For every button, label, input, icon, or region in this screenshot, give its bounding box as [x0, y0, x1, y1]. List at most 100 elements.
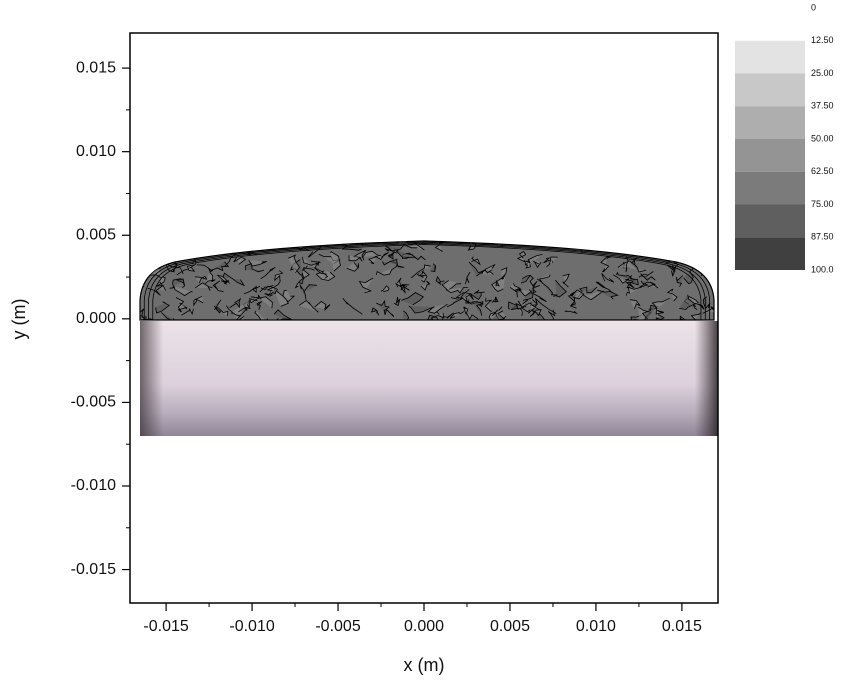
contour-line: [212, 280, 224, 293]
contour-line: [342, 298, 363, 315]
contour-line: [299, 284, 307, 300]
contour-line: [146, 242, 153, 254]
contour-line: [600, 256, 610, 273]
contour-line: [629, 299, 641, 310]
x-tick-label: 0.010: [576, 618, 616, 635]
contour-line: [516, 250, 527, 263]
contour-line: [175, 278, 186, 288]
contour-line: [368, 256, 377, 265]
contour-line: [433, 311, 454, 319]
x-tick-label: 0.015: [662, 618, 702, 635]
contour-line: [682, 256, 713, 264]
contour-line: [441, 280, 462, 291]
contour-line: [156, 276, 166, 287]
contour-line: [554, 279, 567, 298]
contour-line: [465, 297, 474, 305]
photo-edge: [140, 321, 718, 436]
contour-line: [577, 225, 586, 240]
contour-line: [254, 310, 267, 320]
contour-line: [210, 261, 230, 272]
contour-line: [678, 315, 689, 320]
contour-line: [382, 231, 408, 240]
contour-line: [690, 312, 701, 320]
contour-line: [370, 307, 380, 316]
contour-line: [446, 289, 470, 308]
plot-image: [139, 225, 718, 436]
contour-line: [445, 287, 469, 294]
contour-line: [495, 279, 500, 287]
contour-line: [705, 241, 714, 248]
colorbar-band: [735, 237, 805, 270]
contour-line: [346, 261, 360, 272]
contour-line: [465, 271, 471, 285]
contour-line: [537, 274, 551, 284]
contour-line: [376, 265, 398, 276]
contour-line: [435, 275, 445, 285]
contour-line: [410, 264, 431, 279]
contour-line: [310, 260, 322, 266]
contour-line: [193, 295, 204, 307]
contour-line: [405, 253, 426, 261]
contour-line: [532, 260, 542, 268]
colorbar-label: 100.0: [811, 264, 834, 274]
contour-line: [671, 267, 676, 277]
colorbar-label: 75.00: [811, 199, 834, 209]
y-axis-label: y (m): [9, 299, 29, 340]
contour-line: [468, 261, 487, 277]
contour-line: [625, 286, 643, 296]
contour-line: [287, 254, 300, 274]
contour-line: [601, 273, 615, 283]
contour-line: [541, 282, 558, 297]
contour-line: [302, 256, 318, 269]
contour-line: [152, 241, 167, 246]
contour-line: [163, 246, 175, 258]
contour-line: [298, 271, 305, 285]
contour-line: [421, 241, 452, 243]
contour-line: [430, 263, 437, 272]
contour-line: [606, 241, 620, 243]
contour-line: [393, 248, 416, 258]
contour-line: [313, 266, 329, 279]
colorbar-label: 87.50: [811, 232, 834, 242]
contour-line: [617, 241, 632, 254]
contour-line: [395, 277, 402, 288]
contour-line: [509, 283, 522, 293]
contour-line: [617, 260, 647, 273]
contour-line: [455, 292, 472, 304]
y-tick-label: -0.005: [71, 394, 116, 411]
contour-line: [258, 294, 273, 309]
contour-line: [562, 273, 570, 288]
contour-line: [639, 280, 651, 288]
contour-line: [269, 285, 278, 295]
contour-line: [473, 289, 485, 295]
contour-line: [548, 309, 556, 320]
contour-line: [625, 278, 635, 289]
contour-line: [254, 241, 268, 245]
contour-line: [381, 258, 398, 266]
contour-line: [181, 308, 194, 316]
contour-line: [256, 301, 262, 311]
contour-line: [245, 263, 265, 273]
contour-line: [491, 296, 499, 303]
contour-line: [517, 288, 532, 297]
contour-line: [463, 306, 469, 316]
contour-line: [358, 277, 374, 294]
contour-line: [348, 255, 363, 262]
contour-line: [376, 299, 390, 312]
colorbar-band: [735, 171, 805, 205]
contour-line: [194, 275, 208, 284]
contour-line: [678, 248, 690, 259]
colorbar-label: 0: [811, 2, 816, 12]
colorbar-label: 37.50: [811, 101, 834, 111]
contour-line: [545, 241, 561, 247]
contour-line: [173, 285, 193, 297]
contour-line: [612, 274, 633, 284]
contour-line: [640, 273, 656, 281]
colorbar-label: 25.00: [811, 68, 834, 78]
contour-line: [213, 299, 222, 314]
contour-line: [532, 297, 557, 315]
contour-line: [160, 248, 185, 259]
contour-line: [430, 312, 445, 320]
contour-line: [194, 282, 213, 291]
contour-line: [500, 267, 508, 280]
